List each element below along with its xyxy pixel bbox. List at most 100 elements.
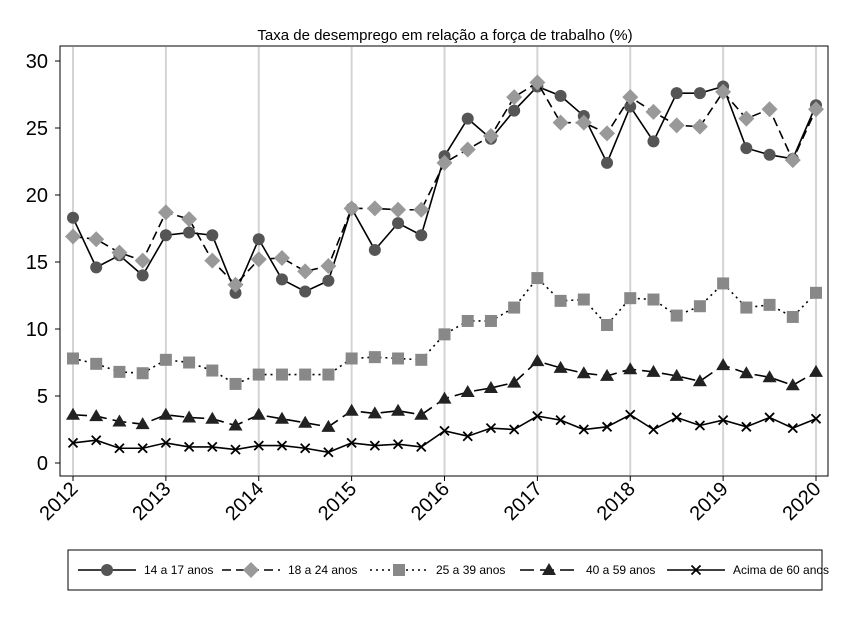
data-point	[297, 263, 314, 280]
data-point	[645, 103, 662, 120]
data-point	[392, 217, 405, 230]
chart-title: Taxa de desemprego em relação a força de…	[257, 27, 632, 44]
x-tick-label: 2012	[36, 478, 83, 525]
data-point	[207, 441, 218, 453]
x-tick-label: 2019	[686, 478, 733, 525]
data-point	[786, 310, 799, 323]
data-point	[624, 100, 637, 113]
legend-marker	[393, 564, 405, 576]
data-point	[668, 117, 685, 134]
data-point	[532, 410, 543, 422]
data-point	[160, 437, 172, 449]
data-point	[89, 409, 104, 422]
data-point	[601, 318, 614, 331]
data-point	[530, 354, 545, 367]
data-point	[647, 293, 660, 306]
data-point	[392, 352, 405, 365]
y-tick-label: 0	[37, 453, 48, 475]
data-point	[183, 226, 196, 239]
data-point	[552, 114, 569, 131]
data-point	[740, 142, 753, 155]
data-point	[739, 366, 754, 379]
data-point	[252, 368, 265, 381]
x-tick-label: 2015	[314, 478, 361, 525]
data-point	[601, 421, 613, 432]
data-point	[741, 421, 752, 432]
data-point	[415, 229, 428, 242]
data-point	[206, 364, 219, 377]
data-point	[738, 110, 755, 127]
legend-label: 40 a 59 anos	[586, 563, 655, 577]
data-point	[462, 431, 473, 442]
data-point	[623, 362, 638, 375]
data-point	[251, 407, 266, 420]
data-point	[228, 418, 243, 431]
data-point	[183, 356, 196, 369]
data-point	[763, 298, 776, 311]
legend-item-3: 40 a 59 anos	[520, 563, 655, 577]
data-point	[90, 261, 103, 274]
data-point	[625, 409, 636, 420]
data-point	[599, 125, 616, 142]
y-tick-label: 25	[26, 118, 48, 140]
data-point	[112, 414, 127, 427]
data-point	[740, 301, 753, 314]
data-point	[250, 251, 267, 268]
data-point	[691, 118, 708, 135]
data-point	[600, 368, 615, 381]
data-point	[300, 443, 311, 454]
data-point	[368, 351, 381, 364]
data-point	[461, 112, 474, 125]
x-tick-label: 2016	[407, 478, 454, 525]
data-point	[298, 415, 313, 428]
data-point	[274, 411, 289, 424]
y-tick-label: 10	[26, 319, 48, 341]
data-point	[482, 128, 499, 145]
data-point	[601, 156, 614, 169]
series-1	[65, 74, 824, 293]
y-tick-label: 30	[26, 51, 48, 73]
data-point	[483, 380, 498, 393]
data-point	[577, 293, 590, 306]
legend-item-4: Acima de 60 anos	[667, 563, 829, 577]
data-point	[669, 368, 684, 381]
data-point	[346, 437, 357, 449]
data-point	[230, 444, 241, 455]
data-point	[391, 403, 406, 416]
data-point	[182, 410, 197, 423]
data-point	[323, 447, 334, 458]
data-point	[91, 435, 102, 446]
data-point	[367, 406, 382, 419]
data-point	[459, 141, 476, 158]
series-layer	[65, 74, 824, 458]
data-point	[229, 286, 242, 299]
data-point	[692, 374, 707, 387]
data-point	[206, 229, 219, 242]
data-point	[484, 314, 497, 327]
legend-label: 18 a 24 anos	[288, 563, 357, 577]
data-point	[715, 83, 732, 100]
data-point	[622, 89, 639, 106]
data-point	[415, 353, 428, 366]
data-point	[181, 211, 198, 228]
x-tick-label: 2020	[779, 478, 826, 525]
legend-label: 14 a 17 anos	[144, 563, 213, 577]
legend-item-0: 14 a 17 anos	[78, 563, 213, 577]
x-tick-label: 2018	[593, 478, 640, 525]
data-point	[439, 425, 450, 436]
data-point	[509, 424, 520, 435]
data-point	[762, 370, 777, 383]
y-axis: 0 5 10 15 20 25 30	[26, 51, 60, 475]
data-point	[275, 368, 288, 381]
data-point	[810, 413, 822, 424]
data-point	[529, 74, 546, 91]
legend-item-2: 25 a 39 anos	[370, 563, 505, 577]
x-tick-label: 2013	[128, 478, 175, 525]
data-point	[506, 89, 523, 106]
data-point	[624, 292, 637, 305]
data-point	[67, 211, 79, 224]
data-point	[90, 357, 103, 370]
data-point	[784, 152, 801, 169]
legend-marker	[690, 564, 702, 576]
